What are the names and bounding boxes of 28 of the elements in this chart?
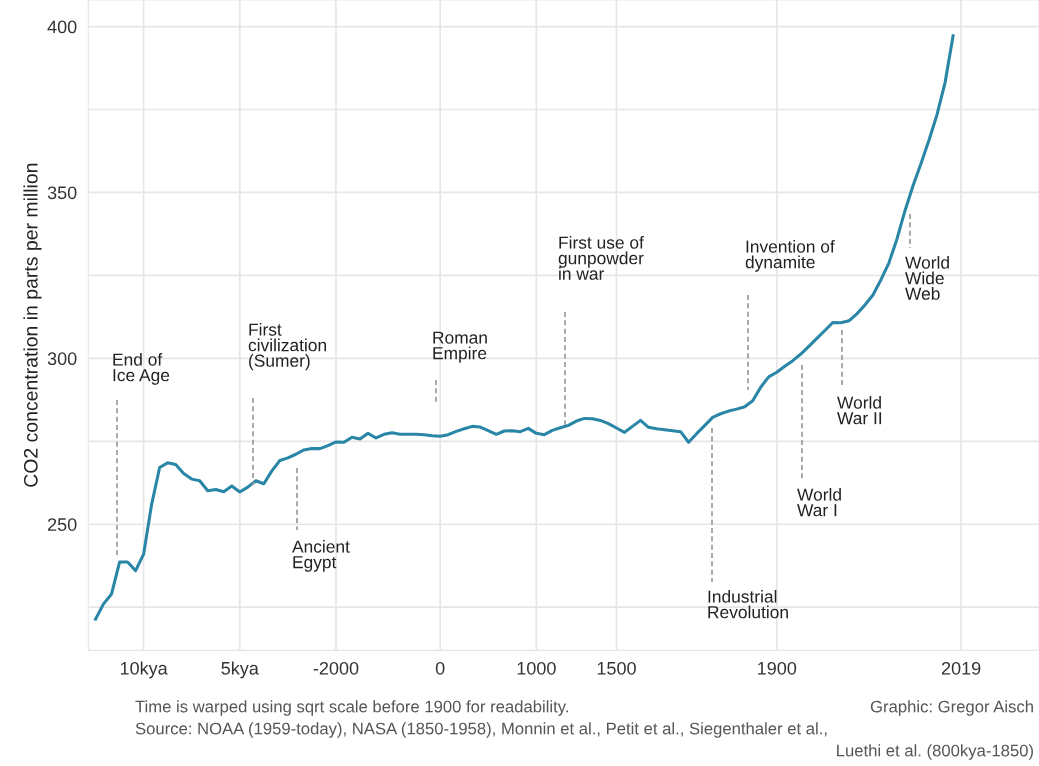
- x-tick-label: -2000: [313, 661, 359, 675]
- y-tick-label: 250: [47, 518, 77, 531]
- text: Graphic: Gregor Aisch: [870, 700, 1033, 716]
- annotation: Invention of dynamite: [745, 240, 835, 272]
- x-tick-label: 5kya: [221, 661, 259, 679]
- y-tick-label: 350: [47, 186, 77, 200]
- annotation: Industrial Revolution: [708, 590, 788, 619]
- annotation: World War I: [797, 488, 841, 517]
- y-tick-label: 400: [47, 20, 77, 34]
- x-tick-label: 1000: [517, 661, 556, 675]
- source-note: Source: NOAA (1959-today), NASA (1850-1958), Monnin et al., Petit et al., Siegenthaler et al.,: [135, 722, 827, 738]
- x-tick-label: 10kya: [120, 661, 168, 679]
- x-tick-label: 2019: [941, 661, 981, 675]
- annotation: First civilization (Sumer): [248, 323, 326, 371]
- annotation: First use of gunpowder in war: [558, 236, 644, 280]
- text: Time is warped using sqrt scale before 1900 for readability.: [135, 700, 568, 716]
- x-tick-label: 1500: [597, 661, 636, 675]
- annotation: World War II: [837, 396, 882, 425]
- annotation: World Wide Web: [905, 256, 949, 300]
- text: Luethi et al. (800kya-1850): [837, 744, 1033, 760]
- annotation: Roman Empire: [433, 331, 487, 363]
- x-tick-label: 1900: [758, 661, 797, 675]
- line-series: [94, 34, 955, 621]
- y-axis-title: CO2 concentration in parts per million: [23, 163, 42, 487]
- annotation: Ancient Egypt: [292, 540, 350, 572]
- y-tick-label: 300: [47, 352, 77, 366]
- x-tick-label: 0: [435, 661, 445, 675]
- annotation: End of Ice Age: [113, 353, 170, 385]
